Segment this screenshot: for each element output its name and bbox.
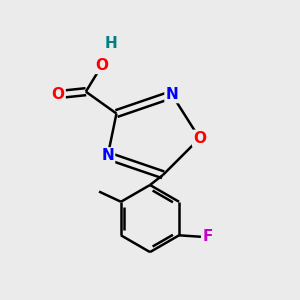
Text: N: N: [101, 148, 114, 163]
Text: O: O: [193, 131, 206, 146]
Text: O: O: [52, 87, 64, 102]
Text: O: O: [95, 58, 108, 73]
Text: N: N: [166, 87, 178, 102]
Text: H: H: [104, 36, 117, 51]
Text: F: F: [203, 229, 213, 244]
